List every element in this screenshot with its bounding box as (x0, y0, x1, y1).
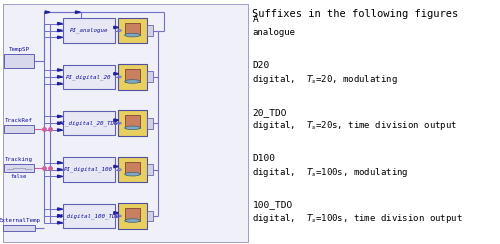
Text: PI_analogue: PI_analogue (70, 28, 108, 33)
FancyBboxPatch shape (4, 125, 34, 133)
Polygon shape (45, 11, 50, 13)
Text: false: false (11, 174, 27, 179)
FancyBboxPatch shape (118, 64, 147, 90)
FancyBboxPatch shape (147, 25, 153, 36)
Text: digital,  $T_s$=20s, time division output: digital, $T_s$=20s, time division output (252, 119, 458, 132)
Polygon shape (58, 69, 62, 71)
Polygon shape (76, 11, 80, 13)
FancyBboxPatch shape (147, 71, 153, 82)
Text: analogue: analogue (252, 29, 296, 37)
Polygon shape (58, 168, 62, 171)
Text: digital,  $T_s$=20, modulating: digital, $T_s$=20, modulating (252, 73, 398, 86)
Polygon shape (114, 212, 119, 214)
FancyBboxPatch shape (125, 22, 140, 35)
Polygon shape (58, 22, 62, 25)
FancyBboxPatch shape (147, 118, 153, 129)
FancyBboxPatch shape (62, 204, 115, 228)
Polygon shape (58, 175, 62, 178)
Text: D100: D100 (252, 154, 276, 163)
Ellipse shape (124, 126, 140, 130)
FancyBboxPatch shape (125, 162, 140, 174)
Ellipse shape (124, 173, 140, 176)
FancyBboxPatch shape (62, 111, 115, 135)
Polygon shape (58, 82, 62, 85)
Polygon shape (58, 162, 62, 164)
FancyBboxPatch shape (4, 54, 34, 68)
Ellipse shape (124, 33, 140, 37)
FancyBboxPatch shape (125, 69, 140, 82)
Polygon shape (58, 115, 62, 118)
Polygon shape (58, 222, 62, 224)
Polygon shape (58, 76, 62, 78)
Text: 20_TDO: 20_TDO (252, 108, 287, 117)
Polygon shape (58, 208, 62, 210)
Text: A: A (252, 15, 258, 24)
FancyBboxPatch shape (62, 18, 115, 43)
FancyBboxPatch shape (62, 157, 115, 182)
Text: digital,  $T_s$=100s, modulating: digital, $T_s$=100s, modulating (252, 165, 409, 179)
FancyBboxPatch shape (3, 225, 35, 231)
FancyBboxPatch shape (62, 65, 115, 89)
Text: PI_digital_20_TDO: PI_digital_20_TDO (59, 121, 118, 126)
Text: Tracking: Tracking (5, 157, 33, 162)
Text: PI_digital_20: PI_digital_20 (66, 74, 112, 80)
Ellipse shape (124, 219, 140, 222)
FancyBboxPatch shape (147, 164, 153, 175)
FancyBboxPatch shape (118, 157, 147, 183)
Text: PI_digital_100: PI_digital_100 (64, 167, 113, 172)
Text: Suffixes in the following figures: Suffixes in the following figures (252, 9, 459, 19)
Text: TrackRef: TrackRef (5, 118, 33, 123)
Polygon shape (58, 122, 62, 124)
FancyBboxPatch shape (147, 211, 153, 221)
Polygon shape (58, 129, 62, 131)
Text: digital,  $T_s$=100s, time division output: digital, $T_s$=100s, time division outpu… (252, 212, 463, 225)
FancyBboxPatch shape (4, 164, 34, 172)
Polygon shape (114, 119, 119, 121)
Text: PI_digital_100_TDO: PI_digital_100_TDO (57, 213, 120, 219)
Text: 100_TDO: 100_TDO (252, 201, 293, 209)
Text: D20: D20 (252, 61, 270, 70)
Ellipse shape (124, 80, 140, 83)
Polygon shape (114, 73, 119, 75)
FancyBboxPatch shape (118, 110, 147, 136)
FancyBboxPatch shape (118, 18, 147, 43)
FancyBboxPatch shape (125, 208, 140, 221)
Polygon shape (114, 165, 119, 168)
Text: TempSP: TempSP (8, 47, 29, 52)
Polygon shape (114, 26, 119, 29)
Polygon shape (58, 36, 62, 39)
FancyBboxPatch shape (125, 115, 140, 128)
Polygon shape (58, 215, 62, 217)
FancyBboxPatch shape (2, 4, 248, 242)
FancyBboxPatch shape (118, 203, 147, 229)
Text: ExternalTemp: ExternalTemp (0, 218, 40, 223)
Polygon shape (58, 29, 62, 32)
